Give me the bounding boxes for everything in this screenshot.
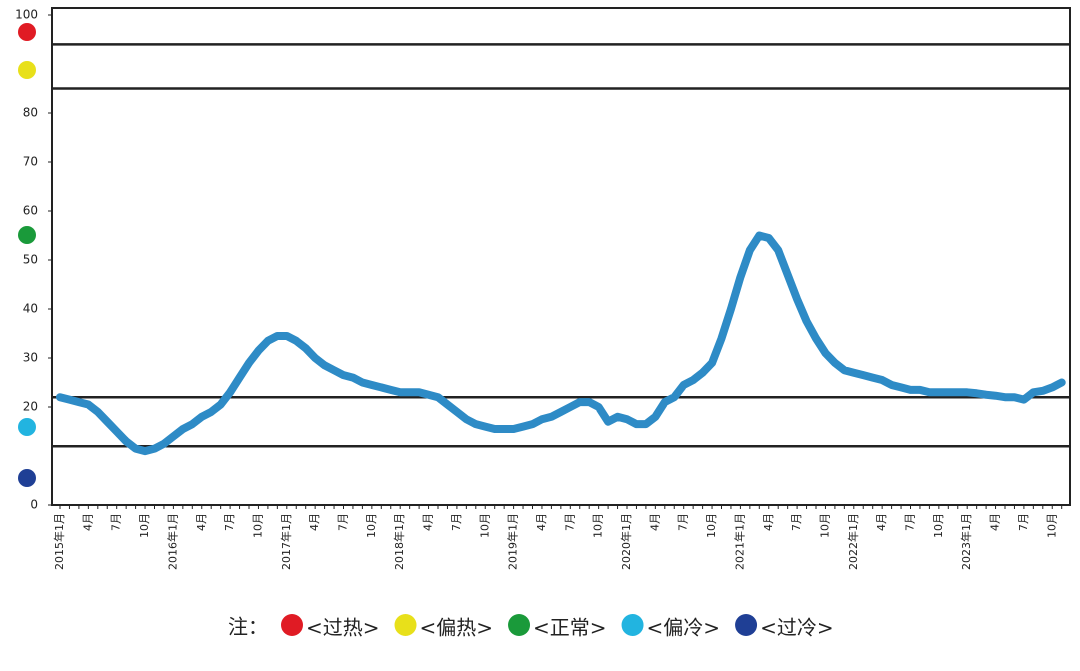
legend-label: <偏热> (420, 616, 494, 640)
x-tick-label: 2022年1月 (846, 513, 860, 570)
x-tick-label: 7月 (110, 513, 123, 531)
legend-label: <过冷> (760, 616, 834, 640)
zone-icon (18, 226, 36, 244)
legend-title: 注： (228, 615, 268, 639)
x-tick-label: 2016年1月 (165, 513, 179, 570)
x-tick-label: 4月 (875, 513, 888, 531)
legend-swatch (281, 614, 303, 636)
x-tick-label: 4月 (535, 513, 548, 531)
x-tick-label: 10月 (818, 513, 831, 538)
x-tick-label: 10月 (478, 513, 491, 538)
y-tick-label: 50 (23, 253, 38, 267)
legend-label: <过热> (306, 616, 380, 640)
x-tick-label: 2023年1月 (959, 513, 973, 570)
x-tick-label: 10月 (365, 513, 378, 538)
x-tick-label: 2021年1月 (732, 513, 746, 570)
x-tick-label: 10月 (138, 513, 151, 538)
x-tick-label: 10月 (705, 513, 718, 538)
legend-swatch (508, 614, 531, 636)
x-tick-label: 4月 (648, 513, 661, 531)
x-tick-label: 7月 (677, 513, 690, 531)
y-tick-label: 60 (23, 204, 38, 218)
plot-frame (51, 7, 1071, 506)
x-tick-label: 10月 (1045, 513, 1058, 538)
legend-swatch (394, 614, 417, 636)
x-tick-label: 7月 (790, 513, 803, 531)
x-tick-label: 7月 (563, 513, 576, 531)
x-tick-label: 7月 (337, 513, 350, 531)
legend-swatch (735, 614, 758, 636)
zone-icon (18, 469, 36, 487)
zone-icon (18, 23, 36, 41)
y-tick-label: 20 (23, 400, 38, 414)
y-tick-label: 100 (15, 8, 38, 22)
y-tick-label: 0 (30, 498, 38, 512)
x-tick-label: 7月 (223, 513, 236, 531)
x-tick-label: 4月 (762, 513, 775, 531)
x-tick-label: 4月 (422, 513, 435, 531)
y-tick-label: 70 (23, 155, 38, 169)
x-tick-label: 10月 (592, 513, 605, 538)
x-tick-label: 4月 (81, 513, 94, 531)
x-tick-label: 7月 (904, 513, 917, 531)
x-tick-label: 10月 (932, 513, 945, 538)
y-tick-label: 40 (23, 302, 38, 316)
x-tick-label: 7月 (450, 513, 463, 531)
data-line (56, 231, 1066, 456)
zone-icon (18, 61, 36, 79)
y-tick-label: 30 (23, 351, 38, 365)
legend-label: <正常> (533, 616, 607, 640)
x-tick-label: 2017年1月 (279, 513, 293, 570)
x-tick-label: 2020年1月 (619, 513, 633, 570)
y-tick-label: 80 (23, 106, 38, 120)
x-tick-label: 4月 (308, 513, 321, 531)
x-tick-label: 7月 (1017, 513, 1030, 531)
x-tick-label: 4月 (989, 513, 1002, 531)
zone-icon (18, 418, 36, 436)
legend-swatch (621, 614, 644, 636)
x-tick-label: 2015年1月 (52, 513, 66, 570)
legend-label: <偏冷> (647, 616, 721, 640)
x-tick-label: 2018年1月 (392, 513, 406, 570)
x-tick-label: 10月 (251, 513, 264, 538)
x-tick-label: 4月 (195, 513, 208, 531)
x-tick-label: 2019年1月 (506, 513, 520, 570)
